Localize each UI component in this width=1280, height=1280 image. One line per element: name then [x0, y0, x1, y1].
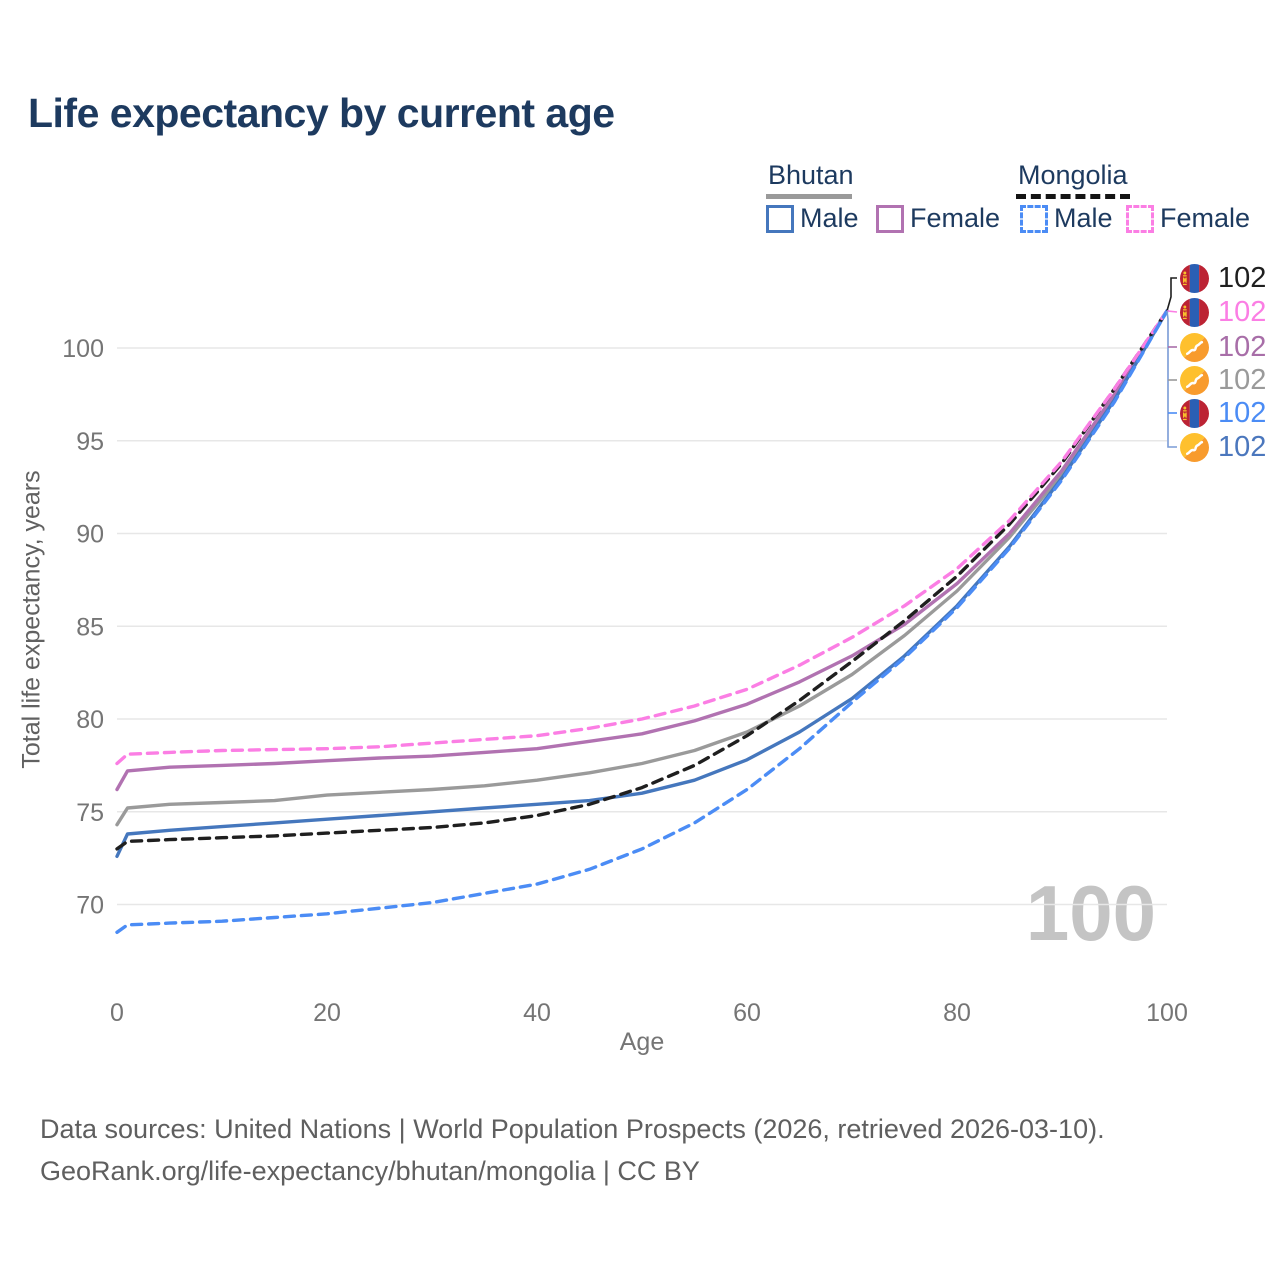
end-label-mongolia_total: 102	[1180, 262, 1266, 294]
x-tick-label: 0	[110, 999, 124, 1027]
x-tick-label: 40	[523, 999, 551, 1027]
end-label-bhutan_total: 102	[1180, 364, 1266, 396]
end-label-bhutan_female: 102	[1180, 331, 1266, 363]
legend: Bhutan Mongolia Male Female Male Female	[0, 160, 1280, 236]
bhutan-line-style-swatch	[766, 194, 852, 199]
legend-item-bhutan-female[interactable]: Female	[876, 203, 1000, 234]
x-tick-label: 100	[1146, 999, 1188, 1027]
mongolia-line-style-swatch	[1016, 194, 1130, 199]
x-tick-label: 60	[733, 999, 761, 1027]
mongolia-flag-icon	[1180, 263, 1209, 293]
line-chart-plot: 70 75 80 85 90 95 100 0 20 40 60 80 100	[62, 277, 1188, 1027]
series-line-bhutan_total	[115, 309, 1169, 827]
attribution-note: GeoRank.org/life-expectancy/bhutan/mongo…	[40, 1156, 700, 1186]
page-title: Life expectancy by current age	[28, 90, 615, 136]
end-label-value: 102	[1218, 331, 1267, 363]
legend-item-mongolia-male[interactable]: Male	[1020, 203, 1113, 234]
y-tick-label: 100	[62, 335, 104, 363]
bhutan-male-swatch	[766, 204, 794, 233]
end-label-connector	[1166, 277, 1177, 312]
series-line-mongolia_female	[115, 309, 1169, 766]
end-label-value: 102	[1218, 262, 1267, 294]
age-counter-watermark: 100	[1025, 869, 1156, 957]
legend-item-mongolia-female[interactable]: Female	[1126, 203, 1250, 234]
x-axis-title: Age	[619, 1028, 665, 1056]
y-tick-label: 95	[76, 428, 104, 456]
series-line-bhutan_female	[115, 309, 1169, 792]
end-label-bhutan_male: 102	[1180, 431, 1266, 463]
end-label-connector	[1166, 310, 1177, 448]
bhutan-flag-icon	[1180, 432, 1209, 462]
end-label-value: 102	[1218, 364, 1267, 396]
y-tick-label: 75	[76, 799, 104, 827]
end-label-mongolia_female: 102	[1180, 296, 1266, 328]
y-tick-label: 85	[76, 613, 104, 641]
x-tick-label: 20	[313, 999, 341, 1027]
y-tick-label: 80	[76, 706, 104, 734]
end-label-value: 102	[1218, 296, 1267, 328]
legend-country-bhutan: Bhutan	[768, 160, 854, 190]
mongolia-flag-icon	[1180, 297, 1209, 327]
legend-item-bhutan-male[interactable]: Male	[766, 203, 859, 234]
mongolia-flag-icon	[1180, 398, 1209, 428]
bhutan-flag-icon	[1180, 365, 1209, 395]
series-line-mongolia_total	[115, 309, 1169, 851]
end-label-value: 102	[1218, 397, 1267, 429]
legend-country-mongolia: Mongolia	[1018, 160, 1128, 190]
bhutan-female-swatch	[876, 204, 904, 233]
y-tick-label: 70	[76, 892, 104, 920]
end-label-connector	[1166, 310, 1178, 313]
end-label-mongolia_male: 102	[1180, 397, 1266, 429]
mongolia-female-swatch	[1126, 204, 1154, 233]
bhutan-flag-icon	[1180, 332, 1209, 362]
series-line-mongolia_male	[115, 309, 1169, 934]
x-tick-label: 80	[943, 999, 971, 1027]
data-sources-note: Data sources: United Nations | World Pop…	[40, 1114, 1105, 1144]
mongolia-male-swatch	[1020, 204, 1048, 233]
series-line-bhutan_male	[115, 309, 1169, 858]
footer: Data sources: United Nations | World Pop…	[40, 1108, 1105, 1192]
y-tick-label: 90	[76, 521, 104, 549]
end-label-value: 102	[1218, 431, 1267, 463]
